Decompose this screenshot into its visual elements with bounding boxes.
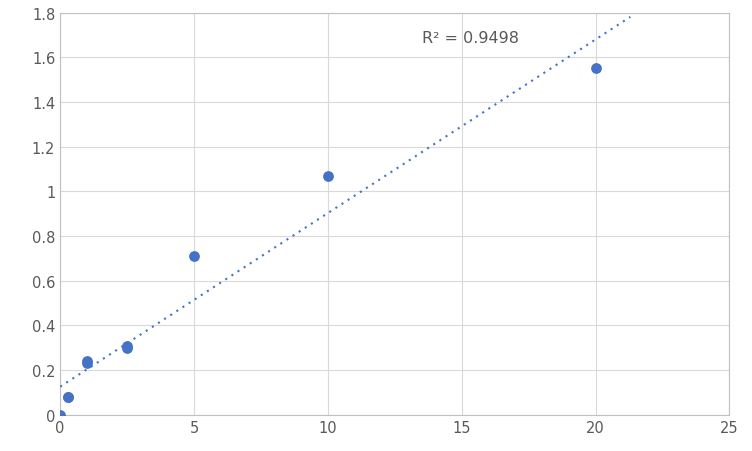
- Point: [54, 411, 66, 419]
- Point: [62, 393, 74, 400]
- Point: [81, 360, 93, 367]
- Point: [62, 393, 74, 400]
- Text: R² = 0.9498: R² = 0.9498: [422, 32, 519, 46]
- Point: [188, 253, 200, 260]
- Point: [81, 358, 93, 365]
- Point: [590, 66, 602, 73]
- Point: [322, 173, 334, 180]
- Point: [121, 342, 133, 350]
- Point: [121, 345, 133, 352]
